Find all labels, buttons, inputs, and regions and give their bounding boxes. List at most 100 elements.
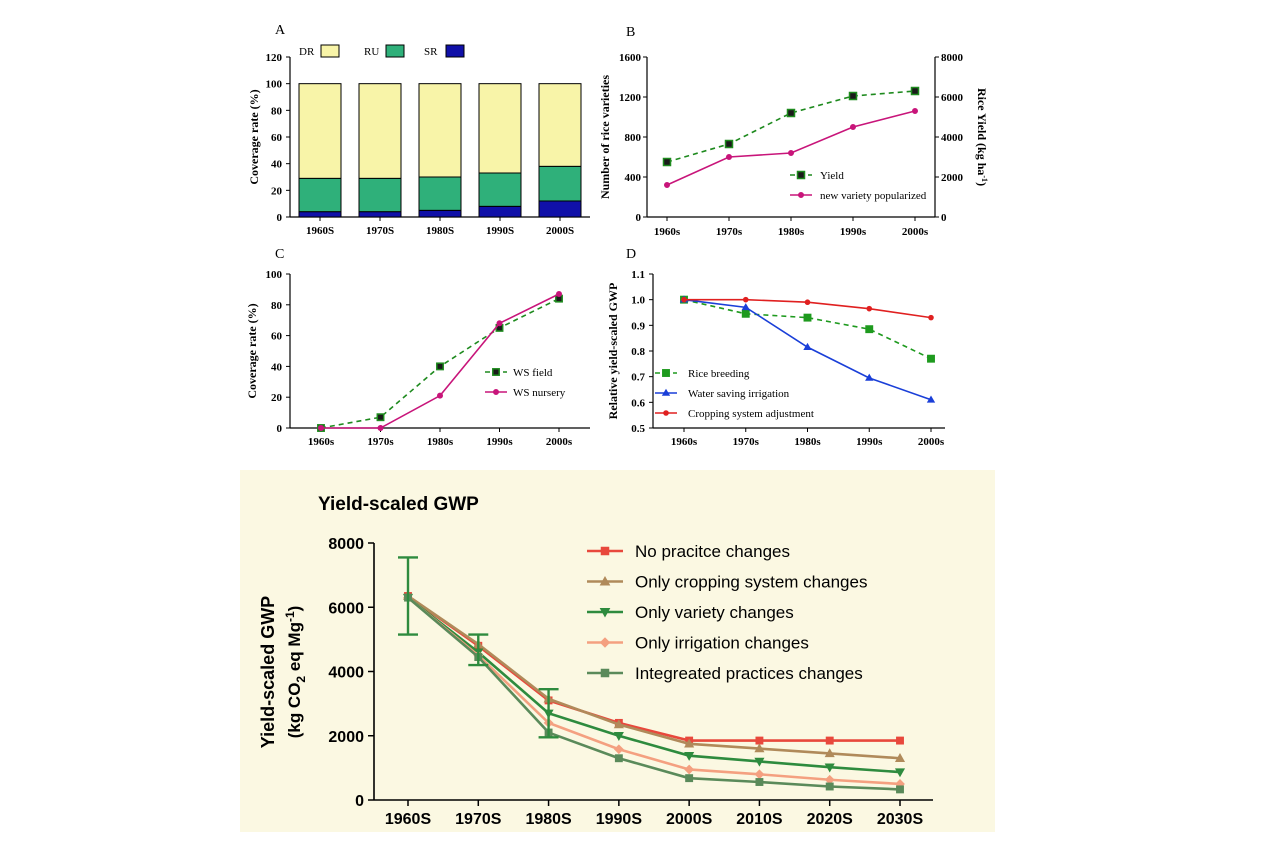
x-tick-label: 1960s: [671, 436, 698, 448]
y-tick-label: 0.5: [631, 423, 645, 435]
data-point: [754, 757, 765, 767]
y-tick-label: 0.7: [631, 372, 645, 384]
bar-segment-ru: [418, 176, 462, 211]
panel-label: B: [626, 25, 635, 40]
x-tick-label: 1960S: [306, 225, 334, 237]
legend-label: No pracitce changes: [635, 542, 790, 561]
legend-label: Integreated practices changes: [635, 664, 863, 683]
y-tick-label: 60: [271, 132, 283, 144]
bar-segment-sr: [418, 209, 462, 218]
y-axis-label: Relative yield-scaled GWP: [606, 283, 620, 420]
data-point: [724, 139, 734, 149]
x-tick-label: 2000s: [546, 436, 573, 448]
data-point: [436, 362, 444, 371]
data-point: [685, 774, 694, 783]
data-point: [804, 299, 811, 306]
data-point: [803, 342, 812, 350]
legend-label: Water saving irrigation: [688, 388, 790, 400]
legend-label: WS field: [513, 367, 553, 379]
x-tick-label: 1970s: [716, 226, 743, 238]
x-tick-label: 1980s: [778, 226, 805, 238]
series-line: [666, 110, 916, 186]
data-point: [848, 91, 858, 101]
x-tick-label: 1970S: [366, 225, 394, 237]
y-tick-label: 6000: [328, 600, 364, 617]
y-tick-label: 40: [271, 159, 283, 171]
legend-label: Only irrigation changes: [635, 634, 809, 653]
data-point: [496, 320, 503, 327]
data-point: [742, 296, 749, 303]
left-y-tick-label: 0: [636, 212, 642, 224]
data-point: [613, 744, 624, 755]
legend-marker: [599, 608, 611, 618]
data-point: [754, 743, 765, 753]
data-point: [755, 736, 764, 745]
y-tick-label: 0: [355, 793, 364, 810]
y-tick-label: 0.6: [631, 397, 645, 409]
y-tick-label: 1.1: [631, 269, 645, 281]
panel-label: D: [626, 247, 636, 262]
left-y-tick-label: 1200: [619, 92, 642, 104]
y-tick-label: 100: [266, 269, 283, 281]
bar-segment-ru: [478, 172, 522, 207]
legend-marker: [798, 192, 804, 198]
data-point: [865, 373, 874, 381]
y-tick-label: 20: [271, 185, 283, 197]
data-point: [850, 124, 856, 130]
bar-segment-dr: [298, 83, 342, 179]
series-line: [407, 594, 901, 760]
panel-c-line-chart: C 0 20 40 60 80 100 Coverage rate (%) 1960s 1970s…: [245, 247, 590, 448]
data-point: [613, 732, 624, 741]
panel-label: C: [275, 247, 284, 262]
bar-segment-sr: [358, 211, 402, 218]
legend-swatch-ru: [385, 44, 405, 58]
data-point: [786, 108, 796, 118]
x-tick-label: 1980s: [427, 436, 454, 448]
data-point: [741, 303, 750, 311]
legend-label-sr: SR: [424, 46, 438, 58]
legend-label-dr: DR: [299, 46, 315, 58]
y-tick-label: 0.8: [631, 346, 645, 358]
x-tick-label: 1960s: [308, 436, 335, 448]
legend-marker: [600, 668, 610, 678]
legend-marker: [492, 368, 500, 376]
bar-segment-ru: [298, 177, 342, 213]
data-point: [614, 754, 623, 763]
y-tick-label: 20: [271, 392, 283, 404]
legend-marker: [796, 170, 806, 180]
series-line: [407, 596, 901, 774]
panel-b-line-chart: B 0 400 800 1200 1600 0 2000 4000 6000 8000 Number …: [598, 25, 989, 238]
x-tick-label: 2000S: [666, 811, 713, 828]
x-tick-label: 1970S: [455, 811, 502, 828]
data-point: [926, 395, 936, 403]
data-point: [684, 751, 695, 761]
y-tick-label: 0: [277, 212, 283, 224]
x-tick-label: 1990s: [840, 226, 867, 238]
y-tick-label: 40: [271, 361, 283, 373]
y-axis-label: Coverage rate (%): [245, 303, 259, 398]
y-tick-label: 80: [271, 300, 283, 312]
x-tick-label: 1990S: [486, 225, 514, 237]
bar-segment-ru: [358, 177, 402, 213]
data-point: [865, 325, 874, 334]
x-tick-label: 1980s: [794, 436, 821, 448]
legend-marker: [663, 410, 669, 416]
legend-label: WS nursery: [513, 387, 566, 399]
x-tick-label: 1960s: [654, 226, 681, 238]
y-axis-label: Coverage rate (%): [247, 89, 261, 184]
data-point: [681, 296, 687, 303]
data-point: [684, 738, 695, 748]
data-point: [912, 108, 918, 114]
legend-label: Rice breeding: [688, 368, 750, 380]
x-tick-label: 2030S: [877, 811, 924, 828]
data-point: [376, 413, 385, 422]
x-tick-label: 1960S: [385, 811, 432, 828]
panel-background: [240, 470, 995, 832]
x-tick-label: 1990s: [856, 436, 883, 448]
data-point: [788, 150, 794, 156]
data-point: [755, 778, 764, 786]
data-point: [825, 736, 834, 745]
right-y-tick-label: 0: [941, 212, 947, 224]
x-tick-label: 1990s: [486, 436, 513, 448]
